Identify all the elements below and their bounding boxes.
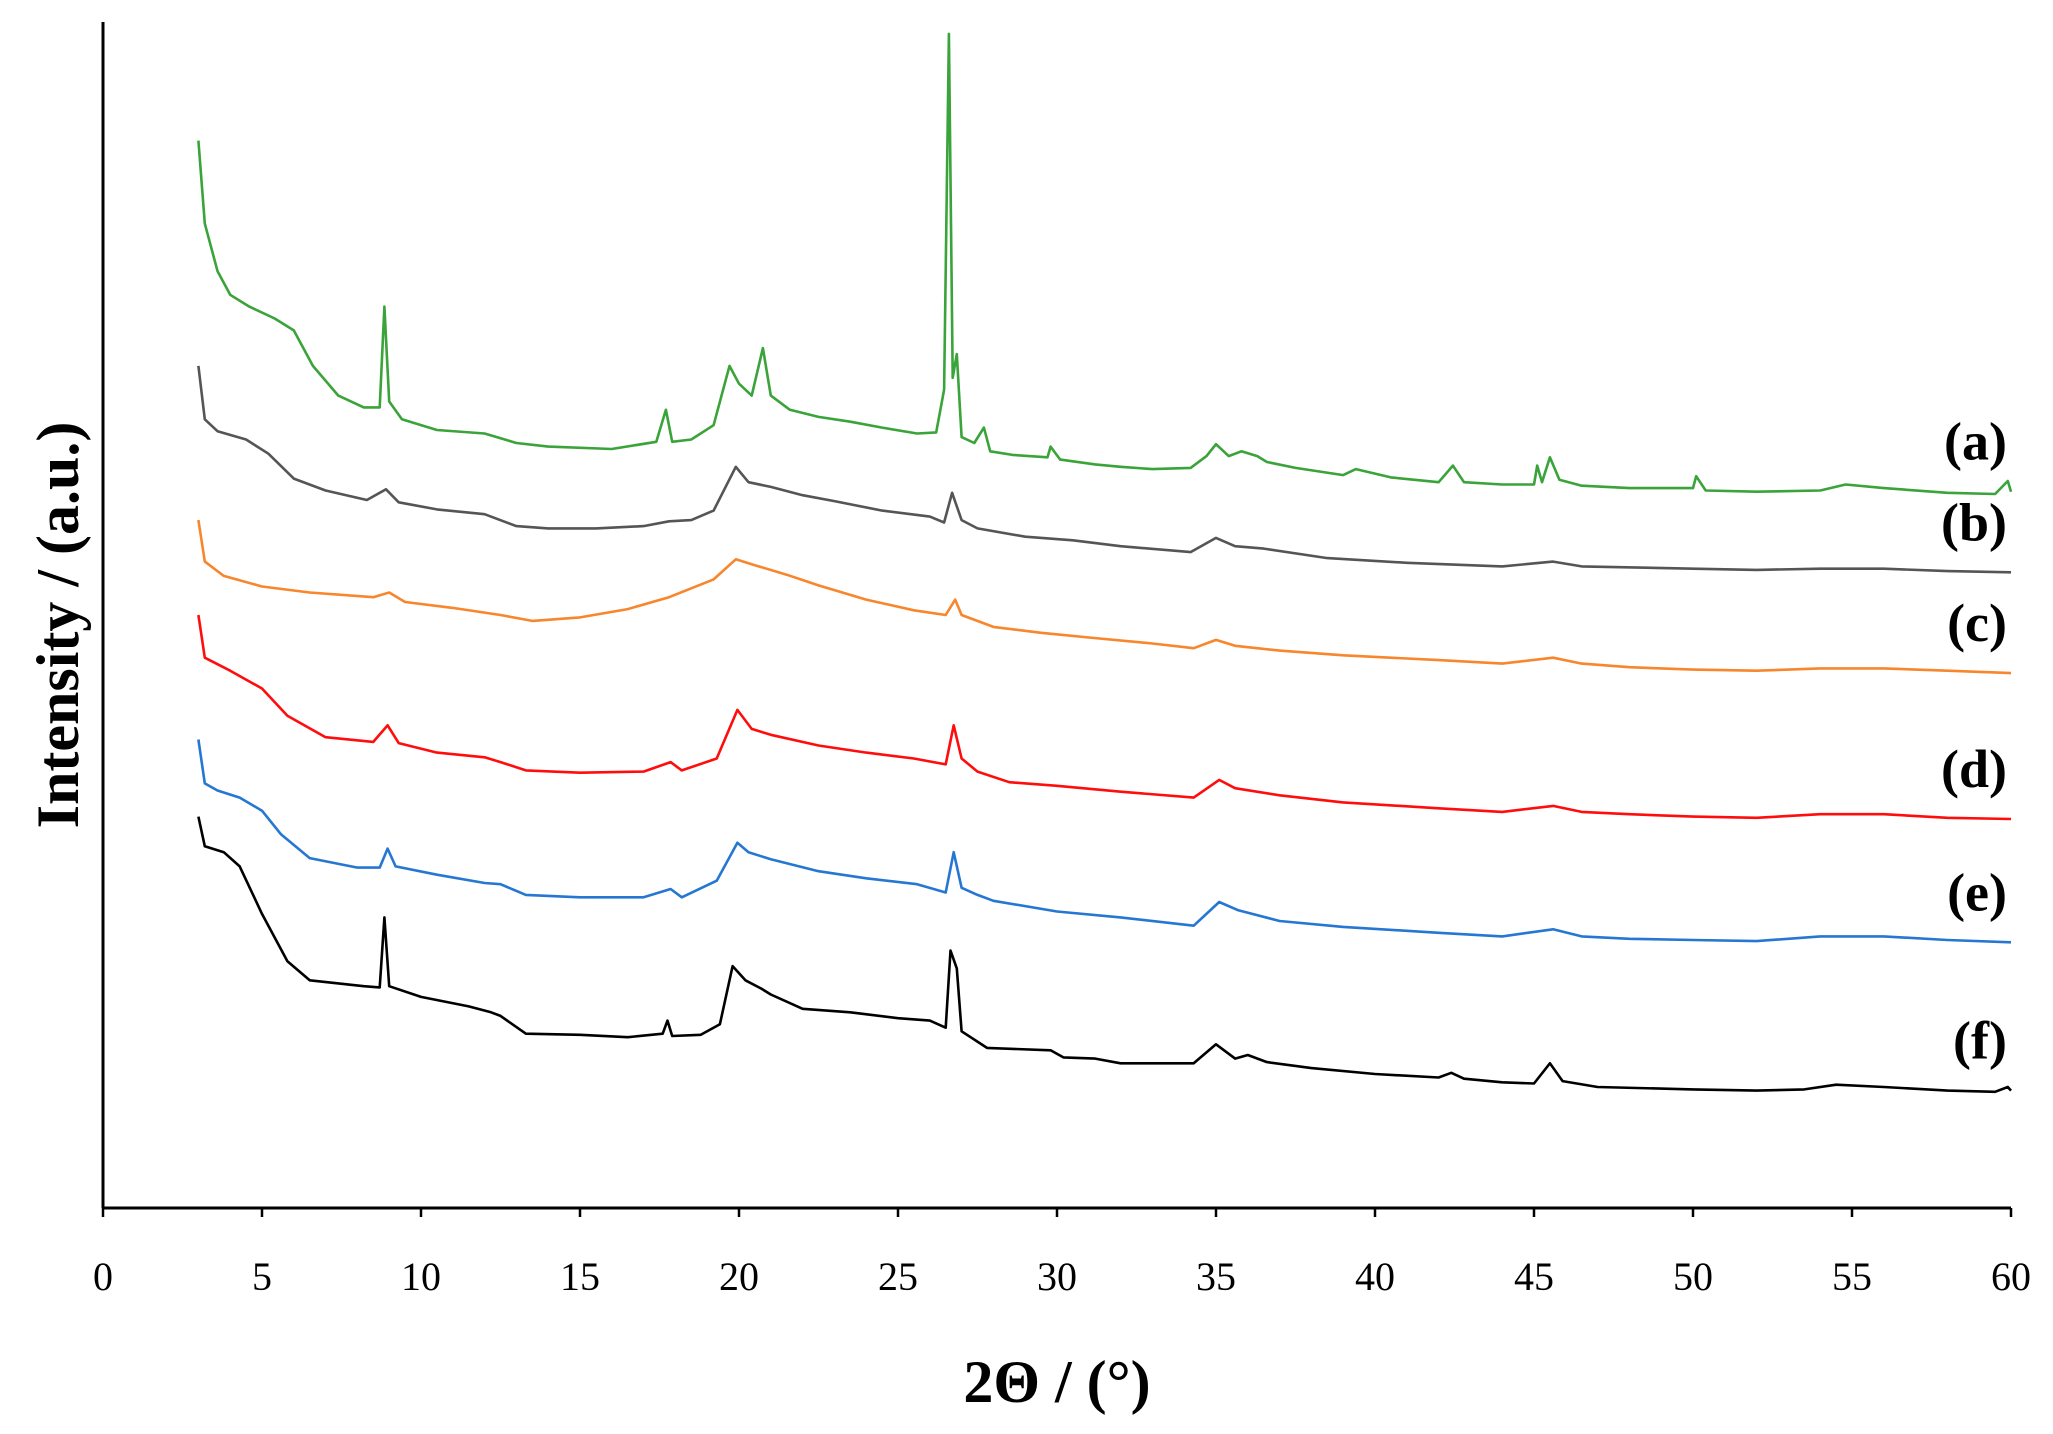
series-label-3: (d) bbox=[1941, 739, 2007, 799]
y-axis-title: Intensity / (a.u.) bbox=[25, 422, 91, 829]
x-tick-label: 40 bbox=[1355, 1254, 1395, 1299]
x-tick-label: 10 bbox=[401, 1254, 441, 1299]
x-tick-label: 15 bbox=[560, 1254, 600, 1299]
x-tick-label: 20 bbox=[719, 1254, 759, 1299]
x-tick-label: 30 bbox=[1037, 1254, 1077, 1299]
series-label-4: (e) bbox=[1947, 862, 2007, 922]
series-line-0 bbox=[197, 32, 2013, 496]
series-line-4 bbox=[197, 739, 2012, 944]
x-tick-label: 60 bbox=[1991, 1254, 2031, 1299]
series-line-1 bbox=[197, 365, 2012, 574]
x-tick-label: 35 bbox=[1196, 1254, 1236, 1299]
series-label-1: (b) bbox=[1941, 492, 2007, 552]
x-tick-label: 50 bbox=[1673, 1254, 1713, 1299]
plot-area: 0 5 10 15 20 25 30 35 40 45 50 55 60 (a) (b) (c) (d) (e)… bbox=[93, 22, 2031, 1299]
series-label-5: (f) bbox=[1953, 1011, 2007, 1071]
x-tick-label: 55 bbox=[1832, 1254, 1872, 1299]
x-tick-label: 0 bbox=[93, 1254, 113, 1299]
series-line-3 bbox=[197, 614, 2012, 821]
series-label-2: (c) bbox=[1947, 593, 2007, 653]
x-tick-label: 25 bbox=[878, 1254, 918, 1299]
x-axis-ticks: 0 5 10 15 20 25 30 35 40 45 50 55 60 bbox=[93, 1208, 2031, 1299]
series-group bbox=[197, 32, 2013, 1094]
series-line-2 bbox=[197, 519, 2012, 675]
series-line-5 bbox=[197, 816, 2012, 1094]
x-tick-label: 45 bbox=[1514, 1254, 1554, 1299]
x-tick-label: 5 bbox=[252, 1254, 272, 1299]
series-label-0: (a) bbox=[1944, 412, 2007, 472]
series-labels: (a) (b) (c) (d) (e) (f) bbox=[1941, 412, 2007, 1071]
x-axis-title: 2Θ / (°) bbox=[963, 1349, 1150, 1415]
